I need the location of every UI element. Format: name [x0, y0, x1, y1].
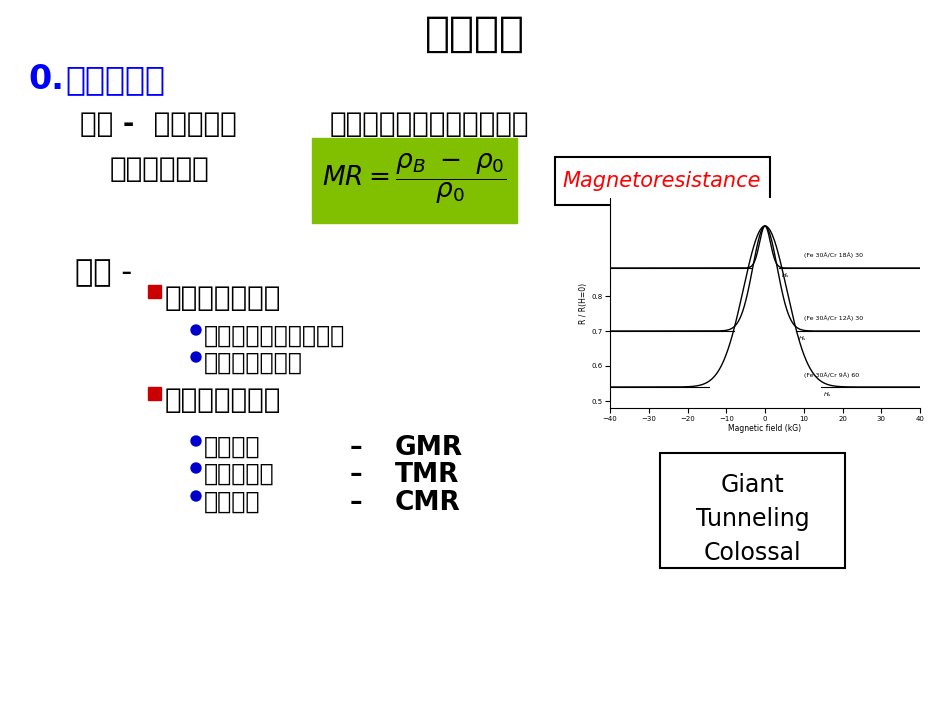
Bar [148, 285, 161, 298]
Text: (Fe 30Å/Cr 9Å) 60: (Fe 30Å/Cr 9Å) 60 [804, 373, 859, 379]
Text: Colossal: Colossal [704, 541, 801, 565]
Bar [660, 453, 845, 568]
Text: 概念 -  磁阻效应：: 概念 - 磁阻效应： [80, 110, 237, 138]
Text: GMR: GMR [395, 435, 464, 461]
Text: 隧道磁电阻: 隧道磁电阻 [204, 462, 275, 486]
Text: $H_s$: $H_s$ [823, 391, 831, 399]
Text: 磁性材料磁电阻: 磁性材料磁电阻 [204, 351, 303, 375]
Text: –: – [350, 490, 363, 514]
Text: (Fe 30Å/Cr 18Å) 30: (Fe 30Å/Cr 18Å) 30 [804, 252, 863, 257]
Text: $H_s$: $H_s$ [781, 272, 789, 280]
Circle shape [191, 463, 201, 473]
Text: 外加磁场引起的电阻的变化: 外加磁场引起的电阻的变化 [330, 110, 529, 138]
Text: $MR = \dfrac{\rho_B\ -\ \rho_0}{\rho_0}$: $MR = \dfrac{\rho_B\ -\ \rho_0}{\rho_0}$ [322, 152, 506, 206]
Text: 磁致电阻: 磁致电阻 [425, 13, 525, 55]
Circle shape [191, 325, 201, 335]
X-axis label: Magnetic field (kG): Magnetic field (kG) [729, 424, 802, 434]
Text: 概念与分类: 概念与分类 [65, 63, 165, 96]
Text: 磁阻变化率：: 磁阻变化率： [110, 155, 210, 183]
Text: (Fe 30Å/Cr 12Å) 30: (Fe 30Å/Cr 12Å) 30 [804, 315, 863, 321]
Circle shape [191, 352, 201, 362]
Circle shape [191, 491, 201, 501]
Bar [555, 157, 770, 205]
Text: 庞磁电阻: 庞磁电阻 [204, 490, 260, 514]
Text: $H_s$: $H_s$ [798, 334, 808, 344]
Text: Giant: Giant [721, 473, 785, 497]
Text: TMR: TMR [395, 462, 460, 488]
Bar [312, 138, 517, 223]
Y-axis label: R / R(H=0): R / R(H=0) [580, 282, 588, 324]
Text: CMR: CMR [395, 490, 461, 516]
Text: –: – [350, 462, 363, 486]
Text: 反常磁电阻效应: 反常磁电阻效应 [165, 386, 281, 414]
Text: Magnetoresistance: Magnetoresistance [562, 171, 761, 191]
Text: Tunneling: Tunneling [695, 507, 809, 531]
Text: 一般非磁性材料磁电阻: 一般非磁性材料磁电阻 [204, 324, 345, 348]
Bar [148, 387, 161, 400]
Text: 巨磁电阻: 巨磁电阻 [204, 435, 260, 459]
Text: 0.: 0. [28, 63, 64, 96]
Text: –: – [350, 435, 363, 459]
Text: 正常磁电阻效应: 正常磁电阻效应 [165, 284, 281, 312]
Circle shape [191, 436, 201, 446]
Text: 分类 -: 分类 - [75, 258, 132, 287]
